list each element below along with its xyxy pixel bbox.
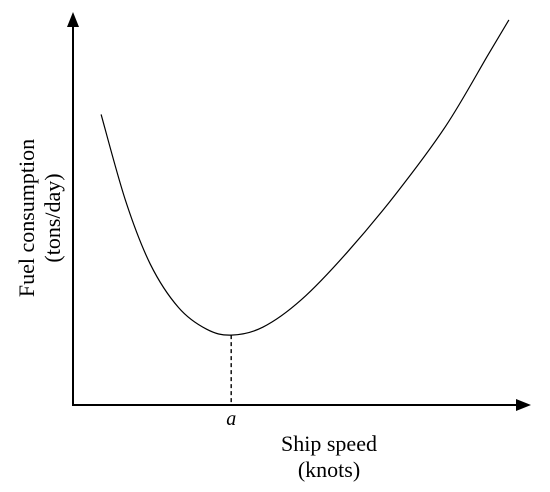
- y-axis-label-line1: Fuel consumption: [14, 139, 39, 297]
- y-axis-arrowhead: [67, 12, 79, 27]
- x-axis-arrowhead: [516, 399, 531, 411]
- x-tick-label-a: a: [226, 408, 236, 430]
- y-axis-label-line2: (tons/day): [40, 173, 65, 262]
- x-axis-label-line2: (knots): [298, 457, 360, 482]
- x-axis-label-line1: Ship speed: [281, 431, 377, 456]
- fuel-consumption-curve: [100, 19, 510, 336]
